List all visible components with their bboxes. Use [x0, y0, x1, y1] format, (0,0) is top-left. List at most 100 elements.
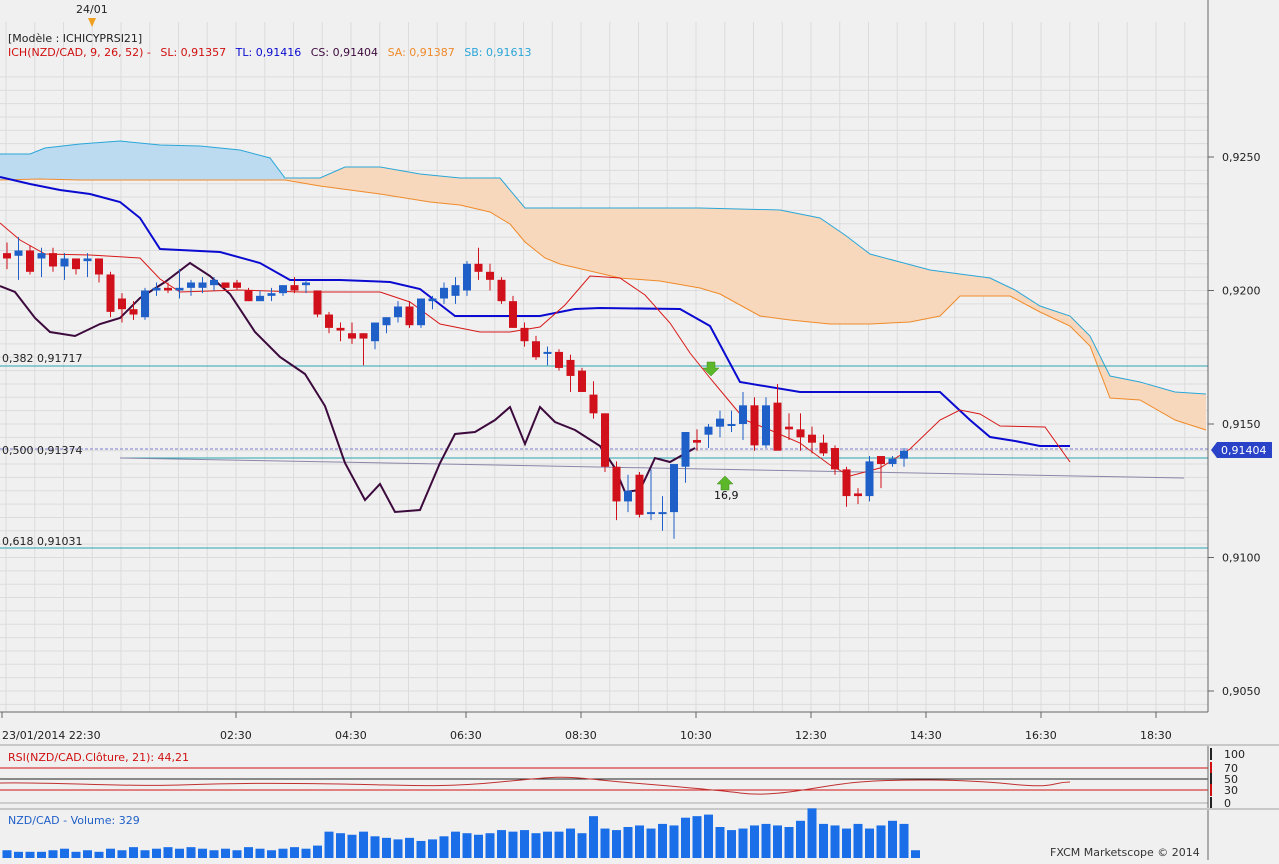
candle	[486, 263, 494, 291]
signal-arrows: 16,9	[702, 361, 739, 502]
chikou-span-line	[0, 261, 696, 514]
volume-bar	[474, 834, 483, 858]
sl-value: SL: 0,91357	[160, 46, 226, 59]
candle	[681, 432, 690, 483]
candle	[359, 333, 368, 366]
volume-bar	[359, 831, 368, 858]
candle	[428, 295, 437, 310]
rsi-level-label: 70	[1224, 762, 1238, 775]
candle	[578, 367, 586, 392]
ichimoku-cloud	[0, 140, 1207, 431]
volume-bar	[451, 831, 460, 858]
volume-bar	[313, 845, 322, 858]
time-axis: 23/01/2014 22:30 02:30 04:30 06:30 08:30 10:3…	[1, 712, 1172, 742]
volume-bar	[853, 823, 863, 858]
price-tick-label: 0,9050	[1222, 685, 1261, 698]
candle	[865, 456, 874, 502]
volume-bar	[232, 850, 242, 858]
candle	[555, 349, 563, 371]
volume-bar	[899, 823, 909, 858]
candle	[773, 383, 782, 451]
horizontal-grid	[0, 76, 1208, 705]
candle	[83, 253, 92, 278]
volume-bar	[727, 830, 736, 858]
candle	[532, 335, 540, 360]
volume-bar	[669, 825, 679, 858]
copyright-label: FXCM Marketscope © 2014	[1050, 846, 1200, 859]
candle	[693, 429, 701, 451]
candle	[60, 253, 69, 280]
date-marker-label: 24/01	[76, 3, 108, 16]
volume-bar	[508, 831, 518, 858]
volume-bar	[865, 828, 874, 858]
sb-value: SB: 0,91613	[464, 46, 531, 59]
candle	[785, 413, 793, 441]
candle	[451, 277, 460, 304]
candle	[566, 354, 575, 392]
volume-bar	[290, 847, 299, 858]
candle	[221, 282, 230, 288]
volume-bar	[163, 847, 173, 858]
volume-bar	[750, 825, 759, 858]
volume-bar	[888, 820, 897, 858]
volume-bar	[324, 831, 334, 858]
volume-bar	[267, 850, 276, 858]
candle	[118, 293, 126, 323]
volume-bar	[911, 850, 920, 858]
volume-bar	[842, 828, 851, 858]
cs-value: CS: 0,91404	[311, 46, 378, 59]
price-tick-label: 0,9250	[1222, 151, 1261, 164]
fibonacci-lines: 0,382 0,91717 0,500 0,91374 0,618 0,9103…	[0, 352, 1208, 549]
volume-bar	[221, 848, 230, 858]
fib-618-label: 0,618 0,91031	[2, 535, 82, 548]
candle	[244, 287, 253, 302]
candle	[589, 381, 598, 419]
volume-bar	[83, 850, 92, 858]
volume-bars	[2, 808, 920, 858]
ich-name: ICH(NZD/CAD, 9, 26, 52) -	[8, 46, 151, 59]
candle	[704, 424, 713, 449]
candle	[474, 247, 483, 280]
volume-bar	[589, 816, 598, 858]
candle	[106, 271, 115, 318]
rsi-line	[0, 776, 1071, 795]
volume-panel: NZD/CAD - Volume: 329 FXCM Marketscope ©…	[0, 808, 1279, 860]
volume-bar	[60, 848, 69, 858]
current-price-badge: 0,91404	[1211, 442, 1272, 458]
volume-bar	[198, 848, 207, 858]
time-tick-label: 16:30	[1025, 729, 1057, 742]
candle	[313, 290, 322, 318]
volume-bar	[71, 851, 81, 858]
candle	[520, 322, 529, 347]
candle	[796, 413, 805, 451]
rsi-level-label: 100	[1224, 748, 1245, 761]
candle	[900, 448, 908, 467]
candle	[325, 311, 333, 334]
signal-text: 16,9	[714, 489, 739, 502]
volume-bar	[255, 848, 265, 858]
candle	[175, 269, 184, 299]
candle	[842, 466, 851, 507]
fib-500-label: 0,500 0,91374	[2, 444, 82, 457]
volume-bar	[393, 839, 403, 858]
volume-bar	[681, 817, 690, 858]
candle	[198, 277, 207, 294]
volume-bar	[106, 848, 115, 858]
candle	[95, 258, 103, 283]
volume-bar	[612, 830, 621, 858]
rsi-label: RSI(NZD/CAD.Clôture, 21): 44,21	[8, 751, 189, 764]
volume-bar	[462, 833, 472, 858]
candle	[256, 290, 264, 302]
volume-bar	[37, 851, 46, 858]
candle	[290, 277, 299, 294]
candle	[739, 391, 747, 441]
time-tick-label: 08:30	[565, 729, 597, 742]
candle	[371, 322, 379, 350]
price-tick-label: 0,9100	[1222, 552, 1261, 565]
volume-bar	[830, 825, 840, 858]
candle	[716, 410, 724, 438]
candlesticks	[3, 237, 908, 539]
time-tick-label: 18:30	[1140, 729, 1172, 742]
volume-bar	[738, 828, 748, 858]
